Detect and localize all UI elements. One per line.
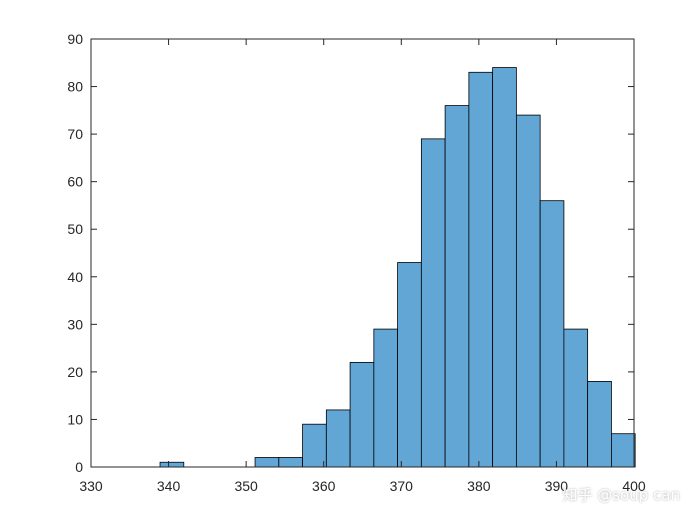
histogram-bar-14	[492, 67, 517, 468]
histogram-bar-18	[587, 380, 612, 468]
histogram-bar-16	[539, 200, 565, 468]
x-tick-label-360: 360	[312, 478, 336, 494]
plot-area-frame	[90, 38, 635, 468]
histogram-bar-8	[349, 361, 375, 468]
bars-group	[159, 67, 636, 468]
y-tick-label-70: 70	[67, 126, 83, 142]
y-tick-label-0: 0	[75, 459, 83, 475]
histogram-bar-10	[397, 262, 422, 468]
histogram-bar-9	[373, 328, 399, 468]
y-tick-label-50: 50	[67, 221, 83, 237]
ticks-group	[90, 38, 635, 468]
y-tick-label-30: 30	[67, 316, 83, 332]
y-tick-label-20: 20	[67, 364, 83, 380]
y-tick-label-10: 10	[67, 411, 83, 427]
histogram-bar-7	[325, 409, 351, 468]
x-tick-label-340: 340	[157, 478, 181, 494]
histogram-bar-15	[515, 114, 541, 468]
histogram-bar-12	[444, 105, 470, 468]
x-tick-label-350: 350	[234, 478, 258, 494]
histogram-bar-13	[468, 71, 494, 468]
watermark: 知乎 @soup can	[562, 486, 680, 504]
x-tick-label-390: 390	[545, 478, 569, 494]
x-tick-label-370: 370	[390, 478, 414, 494]
y-tick-label-90: 90	[67, 31, 83, 47]
y-tick-label-40: 40	[67, 269, 83, 285]
y-tick-label-80: 80	[67, 79, 83, 95]
histogram-bar-17	[563, 328, 589, 468]
x-tick-label-400: 400	[622, 478, 646, 494]
histogram-bar-0	[159, 461, 185, 468]
histogram-bar-5	[278, 457, 303, 468]
histogram-bar-19	[611, 433, 636, 468]
histogram-bar-6	[302, 423, 327, 468]
x-tick-label-380: 380	[467, 478, 491, 494]
histogram-bar-4	[254, 457, 280, 468]
tick-labels-group: 330 340 350 360 370 380 390 400 0 10 20 30 40 50 60 70 8…	[67, 31, 645, 494]
histogram-bar-11	[420, 138, 446, 468]
x-tick-label-330: 330	[79, 478, 103, 494]
y-tick-label-60: 60	[67, 174, 83, 190]
